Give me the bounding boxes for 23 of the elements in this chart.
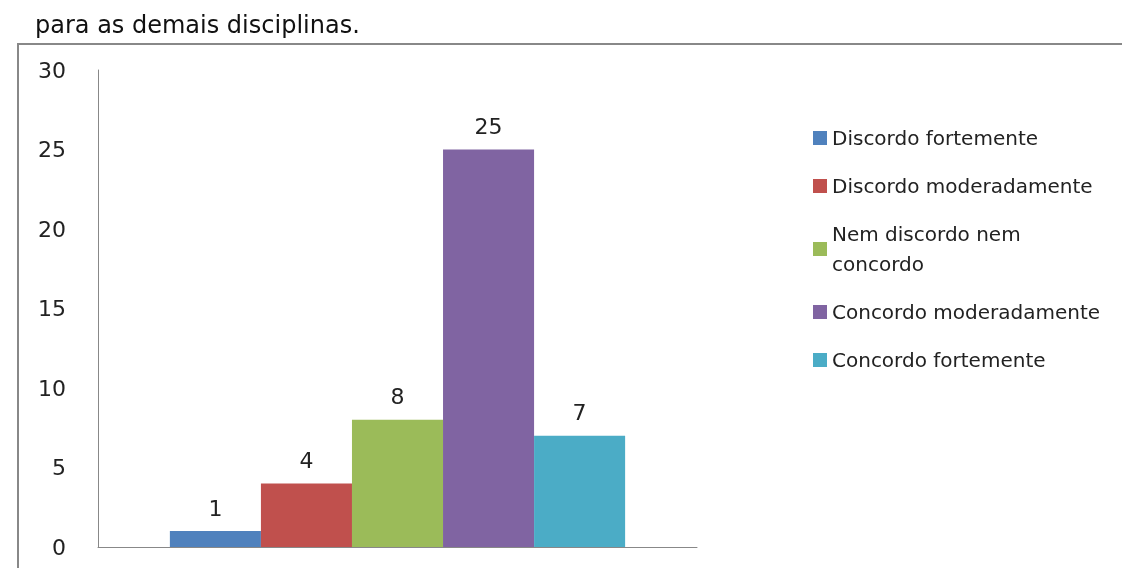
y-tick-label: 0 (52, 534, 66, 560)
data-label: 8 (390, 384, 405, 410)
bar (260, 483, 352, 547)
legend-label: Concordo moderadamente (832, 300, 1101, 324)
chart-title: para as demais disciplinas. (35, 11, 360, 39)
y-tick-label: 5 (52, 455, 66, 480)
bar (169, 531, 261, 547)
data-label: 1 (208, 495, 223, 521)
legend-label: Discordo fortemente (832, 126, 1039, 150)
bar (443, 149, 535, 547)
bar (534, 435, 626, 547)
legend-label: Nem discordo nem concordo (832, 222, 1027, 276)
data-label: 7 (572, 400, 587, 426)
y-tick-label: 25 (38, 137, 66, 162)
legend-label: Discordo moderadamente (832, 174, 1093, 198)
data-label: 4 (299, 447, 314, 473)
y-tick-label: 30 (38, 57, 66, 83)
bar (351, 419, 444, 547)
data-label: 25 (474, 114, 503, 139)
y-tick-label: 15 (38, 296, 66, 321)
y-tick-label: 20 (38, 216, 66, 242)
legend-label: Concordo fortemente (832, 348, 1046, 372)
y-tick-label: 10 (38, 375, 66, 401)
